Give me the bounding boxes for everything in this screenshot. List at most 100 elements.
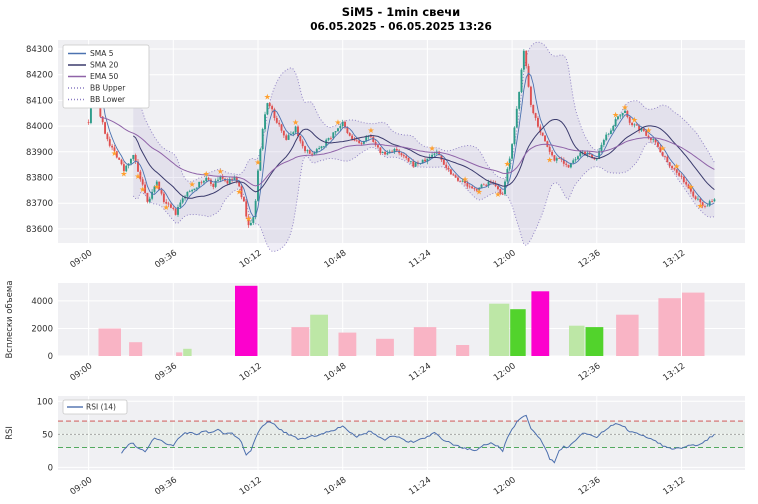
candle-body [358, 140, 361, 144]
y-tick-label: 84200 [26, 71, 53, 81]
candle-body [282, 130, 285, 136]
candle-body [671, 166, 674, 169]
volume-bar [569, 325, 585, 356]
x-tick-label: 11:24 [407, 475, 433, 497]
star-marker: ★ [659, 144, 666, 153]
candle-body [386, 152, 389, 155]
star-marker: ★ [631, 116, 638, 125]
x-tick-label: 12:36 [577, 475, 603, 497]
candle-body [541, 132, 544, 136]
candle-body [600, 144, 603, 151]
candle-body [617, 116, 619, 120]
candle-body [649, 137, 652, 140]
x-tick-label: 11:24 [407, 361, 433, 383]
candle-body [459, 180, 462, 182]
candle-body [134, 155, 137, 162]
volume-bar [658, 298, 681, 356]
candle-body [115, 151, 118, 158]
candle-body [181, 198, 184, 203]
candle-body [628, 116, 631, 123]
candle-body [219, 176, 222, 180]
y-tick-label: 2000 [31, 324, 53, 334]
star-marker: ★ [120, 170, 127, 179]
rsi-line [121, 414, 715, 464]
candle-body [259, 149, 262, 171]
candle-body [391, 151, 394, 153]
candle-body [344, 122, 346, 128]
candle-body [137, 161, 139, 172]
candle-body [497, 186, 499, 190]
volume-bar [531, 291, 550, 356]
candle-body [169, 204, 172, 208]
star-marker: ★ [645, 126, 652, 135]
candle-body [388, 151, 391, 153]
candle-body [471, 186, 474, 189]
candle-body [692, 191, 695, 197]
volume-bar [510, 309, 526, 356]
candle-body [607, 134, 610, 135]
candle-body [638, 125, 641, 131]
candle-body [424, 159, 426, 162]
candle-body [666, 156, 669, 163]
x-tick-label: 11:24 [407, 248, 433, 270]
candle-body [645, 130, 648, 136]
candle-body [87, 122, 90, 123]
candle-body [426, 158, 429, 162]
y-tick-label: 100 [37, 397, 53, 407]
candle-body [240, 186, 243, 198]
candle-body [494, 183, 497, 187]
x-tick-label: 10:12 [238, 361, 264, 383]
candle-body [200, 181, 203, 183]
candle-body [242, 197, 245, 202]
candle-body [595, 158, 598, 160]
candle-body [485, 184, 488, 186]
candle-body [680, 175, 683, 177]
candle-body [233, 177, 236, 180]
candle-body [362, 140, 365, 144]
candle-body [565, 163, 568, 165]
candle-body [202, 181, 205, 183]
candle-body [501, 193, 504, 195]
x-tick-label: 09:00 [69, 248, 95, 270]
candle-body [548, 146, 551, 152]
candle-body [268, 103, 271, 107]
candle-body [513, 127, 516, 145]
candle-body [678, 172, 681, 176]
volume-bar [585, 327, 604, 356]
candle-body [320, 146, 323, 149]
candle-body [504, 181, 506, 195]
candle-body [631, 122, 634, 126]
candle-body [162, 193, 165, 202]
candle-body [461, 180, 464, 182]
x-tick-label: 13:12 [661, 361, 687, 383]
candle-body [414, 162, 417, 167]
candle-body [657, 142, 659, 147]
candle-body [332, 132, 335, 139]
candle-body [682, 176, 685, 183]
x-tick-label: 09:36 [153, 248, 179, 270]
y-tick-label: 0 [48, 463, 53, 473]
candle-body [562, 159, 565, 164]
candle-body [431, 154, 434, 157]
candle-body [487, 181, 490, 186]
candle-body [664, 155, 666, 157]
legend-label: SMA 5 [90, 49, 114, 58]
candle-body [642, 128, 645, 131]
candle-body [537, 117, 539, 127]
candle-body [449, 169, 452, 175]
star-marker: ★ [334, 118, 341, 127]
y-tick-label: 0 [48, 352, 53, 362]
candle-body [381, 151, 384, 154]
legend-label: EMA 50 [90, 72, 118, 81]
candle-body [294, 126, 297, 133]
candle-body [188, 191, 191, 192]
candle-body [555, 158, 558, 161]
candle-body [348, 133, 351, 136]
x-tick-label: 10:48 [323, 475, 349, 497]
candle-body [475, 189, 478, 191]
candle-body [158, 181, 161, 191]
star-marker: ★ [673, 162, 680, 171]
candle-body [529, 86, 532, 105]
candle-body [522, 50, 525, 70]
